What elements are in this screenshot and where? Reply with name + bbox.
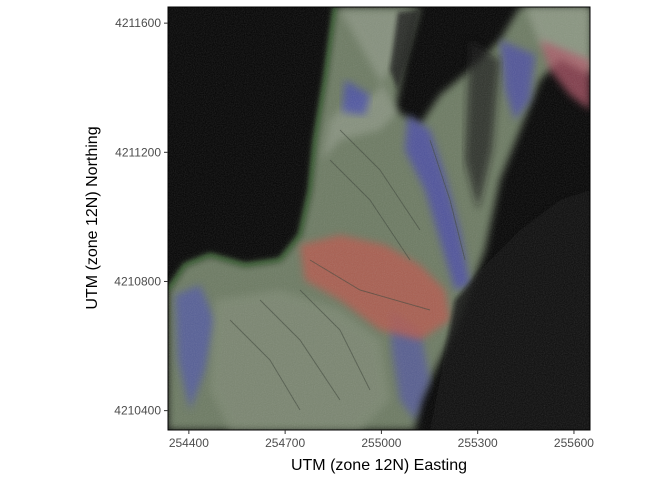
y-tick-label: 4210800	[114, 274, 161, 288]
x-tick-label: 254400	[169, 436, 209, 450]
x-tick-label: 255600	[554, 436, 594, 450]
y-tick-label: 4211200	[115, 145, 161, 159]
raster-grain	[168, 7, 590, 430]
y-axis: 4210400 4210800 4211200 4211600	[114, 16, 168, 418]
plot-border	[167, 6, 591, 431]
x-tick-label: 255300	[458, 436, 498, 450]
raster-image	[168, 7, 590, 430]
x-axis: 254400 254700 255000 255300 255600	[169, 430, 594, 450]
x-axis-title: UTM (zone 12N) Easting	[291, 457, 467, 474]
x-tick-label: 255000	[361, 436, 401, 450]
y-tick-label: 4210400	[114, 404, 161, 418]
y-axis-title: UTM (zone 12N) Northing	[84, 126, 101, 309]
y-tick-label: 4211600	[115, 16, 161, 30]
x-tick-label: 254700	[265, 436, 305, 450]
